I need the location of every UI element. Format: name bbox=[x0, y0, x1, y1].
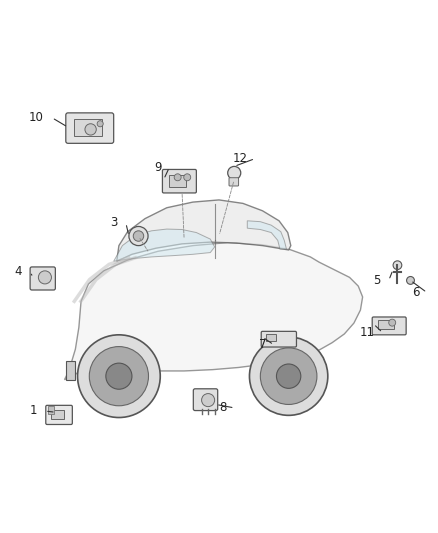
Text: 9: 9 bbox=[154, 161, 162, 174]
Polygon shape bbox=[66, 361, 75, 379]
Circle shape bbox=[276, 364, 301, 389]
FancyBboxPatch shape bbox=[74, 119, 102, 136]
Circle shape bbox=[97, 120, 103, 127]
FancyBboxPatch shape bbox=[169, 175, 186, 187]
Circle shape bbox=[174, 174, 181, 181]
Text: 4: 4 bbox=[15, 265, 22, 278]
Circle shape bbox=[250, 337, 328, 415]
Polygon shape bbox=[64, 243, 363, 379]
FancyBboxPatch shape bbox=[162, 169, 196, 193]
Text: 5: 5 bbox=[374, 274, 381, 287]
Text: 6: 6 bbox=[412, 286, 419, 299]
FancyBboxPatch shape bbox=[261, 332, 297, 347]
FancyBboxPatch shape bbox=[66, 113, 114, 143]
Circle shape bbox=[85, 124, 96, 135]
Text: 1: 1 bbox=[30, 405, 37, 417]
Circle shape bbox=[129, 227, 148, 246]
Circle shape bbox=[39, 271, 51, 284]
FancyBboxPatch shape bbox=[6, 53, 432, 480]
Circle shape bbox=[106, 363, 132, 389]
FancyBboxPatch shape bbox=[51, 410, 64, 419]
Text: 11: 11 bbox=[360, 326, 375, 339]
FancyBboxPatch shape bbox=[46, 405, 72, 424]
Circle shape bbox=[201, 393, 215, 407]
FancyBboxPatch shape bbox=[193, 389, 218, 410]
Text: 7: 7 bbox=[258, 338, 266, 351]
Circle shape bbox=[133, 231, 144, 241]
Circle shape bbox=[393, 261, 402, 270]
Circle shape bbox=[78, 335, 160, 417]
Polygon shape bbox=[247, 221, 286, 249]
FancyBboxPatch shape bbox=[229, 177, 239, 186]
Text: 8: 8 bbox=[219, 401, 227, 415]
FancyBboxPatch shape bbox=[265, 334, 276, 341]
Text: 10: 10 bbox=[29, 111, 44, 124]
Circle shape bbox=[260, 348, 317, 405]
FancyBboxPatch shape bbox=[30, 267, 55, 290]
Text: 3: 3 bbox=[111, 216, 118, 230]
Circle shape bbox=[406, 277, 414, 284]
Circle shape bbox=[184, 174, 191, 181]
FancyBboxPatch shape bbox=[378, 320, 394, 329]
Polygon shape bbox=[114, 229, 215, 261]
Circle shape bbox=[89, 346, 148, 406]
Circle shape bbox=[389, 319, 396, 326]
FancyBboxPatch shape bbox=[48, 406, 54, 415]
Circle shape bbox=[228, 166, 241, 180]
Text: 12: 12 bbox=[232, 152, 247, 165]
FancyBboxPatch shape bbox=[372, 317, 406, 335]
Polygon shape bbox=[117, 200, 291, 261]
